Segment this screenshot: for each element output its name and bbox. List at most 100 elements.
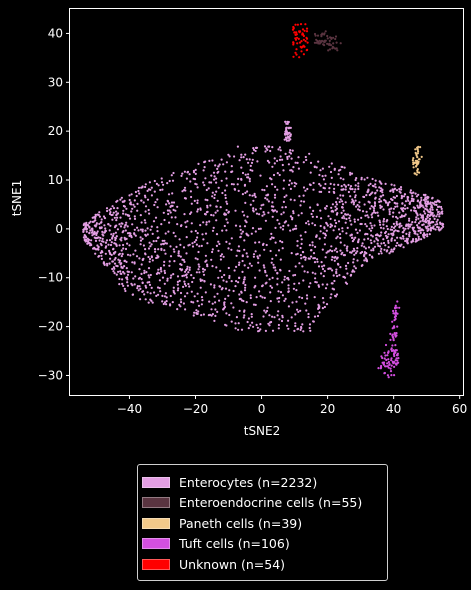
data-point [183, 280, 186, 283]
data-point [399, 191, 402, 194]
data-point [331, 250, 334, 253]
data-point [190, 222, 193, 225]
data-point [400, 243, 403, 246]
data-point [192, 276, 195, 280]
data-point [349, 188, 352, 191]
data-point [150, 255, 153, 258]
data-point [259, 323, 262, 326]
data-point [306, 297, 309, 300]
data-point [304, 302, 307, 305]
data-point [419, 229, 422, 232]
data-point [388, 210, 391, 213]
data-point [321, 267, 325, 271]
data-point [299, 204, 302, 207]
data-point [181, 268, 184, 271]
data-point [294, 324, 297, 328]
data-point [316, 258, 319, 261]
data-point [394, 229, 397, 232]
data-point [167, 230, 170, 233]
data-point [318, 173, 321, 177]
data-point [346, 272, 349, 275]
data-point [228, 242, 231, 245]
data-point [345, 267, 348, 270]
data-point [402, 227, 405, 230]
data-point [330, 293, 333, 296]
data-point [271, 276, 274, 279]
data-point [184, 221, 187, 224]
data-point [306, 187, 309, 191]
data-point [243, 289, 247, 292]
data-point [171, 179, 175, 182]
data-point [396, 205, 399, 208]
data-point [371, 184, 374, 187]
data-point [378, 198, 381, 201]
data-point [256, 160, 259, 163]
data-point [95, 223, 98, 226]
data-point [341, 216, 344, 219]
data-point [265, 243, 268, 247]
data-point [161, 300, 164, 303]
data-point [84, 235, 87, 238]
data-point [274, 185, 277, 188]
data-point [273, 162, 276, 165]
data-point [335, 268, 338, 271]
data-point [184, 197, 187, 200]
data-point [272, 236, 275, 239]
data-point [124, 213, 127, 216]
data-point [126, 278, 129, 281]
data-point [185, 236, 188, 239]
data-point [277, 148, 280, 151]
data-point [360, 176, 363, 179]
data-point [123, 259, 126, 262]
data-point [346, 213, 350, 216]
data-point [156, 230, 159, 233]
data-point [121, 282, 124, 285]
data-point [356, 231, 359, 234]
data-point [164, 292, 167, 295]
data-point [126, 284, 129, 287]
data-point [179, 255, 182, 258]
data-point [263, 266, 266, 269]
data-point [108, 251, 111, 254]
data-point [390, 207, 393, 210]
data-point [296, 308, 299, 311]
data-point [158, 279, 161, 282]
data-point [127, 214, 130, 217]
data-point [402, 195, 406, 198]
data-point [128, 194, 131, 197]
data-point [115, 224, 118, 227]
data-point [374, 179, 377, 182]
data-point [154, 216, 158, 219]
data-point [144, 298, 147, 301]
data-point [185, 252, 188, 255]
data-point [347, 261, 350, 265]
data-point [429, 229, 432, 232]
data-point [315, 38, 318, 41]
data-point [379, 250, 382, 253]
data-point [157, 248, 160, 251]
data-point [125, 276, 129, 279]
data-point [417, 206, 420, 209]
data-point [339, 177, 342, 180]
data-point [320, 261, 323, 264]
data-point [118, 261, 121, 264]
data-point [397, 230, 400, 233]
data-point [324, 174, 327, 177]
data-point [292, 43, 295, 46]
data-point [124, 289, 127, 293]
data-point [339, 241, 342, 244]
data-point [196, 312, 199, 315]
data-point [249, 296, 252, 300]
data-point [185, 276, 188, 279]
data-point [410, 241, 413, 244]
data-point [393, 201, 396, 204]
data-point [415, 195, 418, 198]
data-point [352, 203, 355, 206]
data-point [328, 190, 331, 194]
data-point [370, 224, 373, 227]
data-point [104, 252, 107, 255]
data-point [244, 173, 247, 176]
data-point [101, 230, 104, 233]
data-point [270, 236, 273, 239]
data-point [209, 283, 212, 286]
